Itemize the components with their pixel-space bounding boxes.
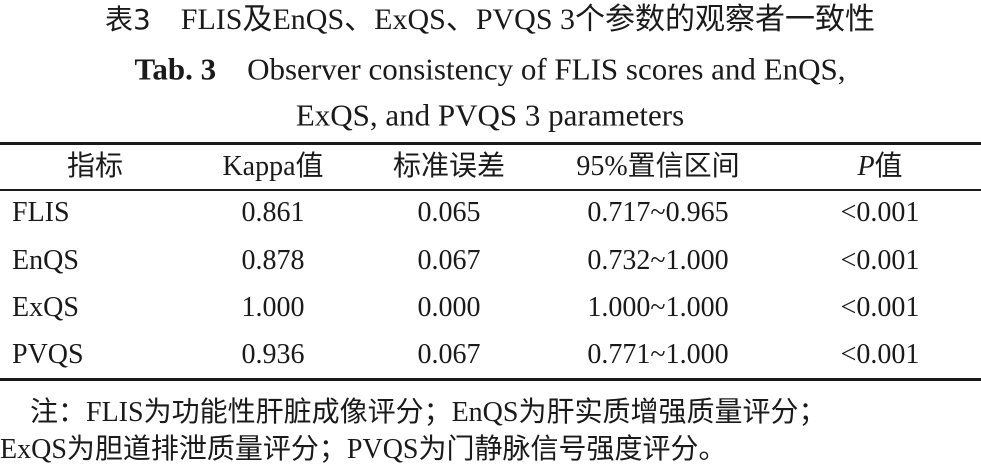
cell: <0.001 — [840, 339, 920, 370]
cell: 0.732~1.000 — [587, 245, 729, 276]
cell: 0.861 — [241, 197, 305, 228]
cell: 0.067 — [417, 245, 481, 276]
caption-en: Tab. 3 Observer consistency of FLIS scor… — [135, 54, 846, 85]
cell: <0.001 — [840, 197, 920, 228]
cell: 0.771~1.000 — [587, 339, 729, 370]
cell: 0.878 — [241, 245, 305, 276]
cell: 0.067 — [417, 339, 481, 370]
cell: 0.717~0.965 — [587, 197, 729, 228]
cell: 1.000 — [241, 292, 305, 323]
cell: EnQS — [12, 245, 79, 276]
header-cell: 标准误差 — [392, 151, 506, 182]
cell: 0.000 — [417, 292, 481, 323]
cell: 1.000~1.000 — [587, 292, 729, 323]
caption-text: FLIS及EnQS、ExQS、PVQS 3个参数的观察者一致性 — [180, 3, 876, 36]
cell: PVQS — [12, 339, 84, 370]
bottom-rule — [0, 378, 981, 381]
cell: <0.001 — [840, 245, 920, 276]
cell: FLIS — [12, 197, 70, 228]
caption-en-label: Tab. 3 — [134, 51, 217, 87]
header-cell: P值 — [857, 153, 902, 181]
note: ExQS为胆道排泄质量评分；PVQS为门静脉信号强度评分。 — [0, 434, 727, 465]
caption-en-text: Observer consistency of FLIS scores and … — [247, 51, 846, 87]
header-cell: 指标 — [66, 151, 124, 182]
cell: 0.936 — [241, 339, 305, 370]
note: 注：FLIS为功能性肝脏成像评分；EnQS为肝实质增强质量评分； — [30, 397, 827, 428]
header-text: 值 — [874, 151, 903, 182]
header-cell: Kappa值 — [222, 151, 324, 182]
caption-label: 表3 — [104, 3, 151, 36]
header-cell: 95%置信区间 — [576, 151, 740, 182]
header-text: P — [857, 151, 875, 182]
cell: <0.001 — [840, 292, 920, 323]
header-rule — [0, 189, 981, 191]
cell: ExQS — [12, 292, 79, 323]
cell: 0.065 — [417, 197, 481, 228]
top-rule — [0, 142, 981, 145]
caption-cn: 表3 FLIS及EnQS、ExQS、PVQS 3个参数的观察者一致性 — [105, 5, 875, 35]
caption-en-text: ExQS, and PVQS 3 parameters — [295, 97, 685, 133]
